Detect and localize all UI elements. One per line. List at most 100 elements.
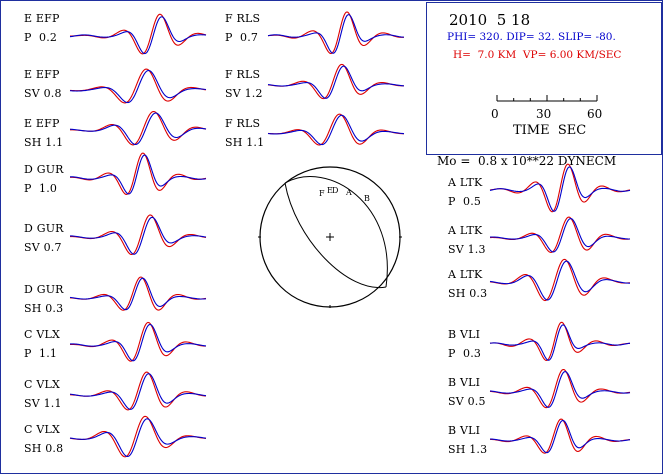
observed-waveform xyxy=(489,260,630,301)
waveform-pair xyxy=(69,415,207,458)
trace-component-label: SV 1.2 xyxy=(225,87,263,100)
waveform-pair xyxy=(69,276,207,311)
trace-component-label: SH 1.1 xyxy=(225,136,265,149)
synthetic-waveform xyxy=(267,63,405,100)
info-box: 2010 5 18 PHI= 320. DIP= 32. SLIP= -80. … xyxy=(426,2,662,155)
synthetic-waveform xyxy=(489,258,631,302)
station-mark-F: F xyxy=(319,189,325,198)
observed-waveform xyxy=(69,277,207,311)
synthetic-waveform xyxy=(69,415,207,458)
mechanism-params: PHI= 320. DIP= 32. SLIP= -80. xyxy=(447,31,616,43)
waveform-pair xyxy=(69,110,207,146)
synthetic-waveform xyxy=(69,13,207,55)
synthetic-waveform xyxy=(267,113,404,146)
trace-component-label: SH 1.1 xyxy=(24,136,64,149)
station-mark-E: E xyxy=(327,186,333,195)
observed-waveform xyxy=(69,69,207,104)
trace-component-label: SH 0.8 xyxy=(24,442,64,455)
synthetic-waveform xyxy=(69,214,207,256)
trace-station-label: F RLS xyxy=(225,68,261,81)
event-date: 2010 5 18 xyxy=(449,11,531,29)
synthetic-waveform xyxy=(267,11,405,55)
trace-component-label: SV 0.5 xyxy=(448,395,486,408)
waveform-pair xyxy=(489,216,631,254)
observed-waveform xyxy=(489,324,631,361)
waveform-pair xyxy=(69,152,207,195)
seismic-moment: Mo = 0.8 x 10**22 DYNECM xyxy=(437,154,617,168)
trace-station-label: C VLX xyxy=(24,378,60,391)
observed-waveform xyxy=(489,217,631,253)
waveform-pair xyxy=(69,68,207,104)
waveform-pair xyxy=(69,321,207,362)
trace-station-label: D GUR xyxy=(24,163,64,176)
time-axis-label: TIME SEC xyxy=(513,123,587,138)
synthetic-waveform xyxy=(69,68,207,104)
station-mark-A: A xyxy=(345,188,352,197)
waveform-pair xyxy=(489,163,631,213)
nodal-plane-2 xyxy=(284,176,388,288)
focal-mechanism-beachball: F E D A B xyxy=(258,166,402,308)
waveform-pair xyxy=(267,63,405,100)
trace-component-label: SH 1.3 xyxy=(448,443,488,456)
trace-component-label: P 0.5 xyxy=(448,195,482,208)
waveform-pair xyxy=(69,214,207,256)
waveform-pair xyxy=(489,368,631,409)
trace-component-label: P 0.2 xyxy=(24,31,58,44)
trace-station-label: D GUR xyxy=(24,222,64,235)
observed-waveform xyxy=(489,166,631,212)
observed-waveform xyxy=(267,114,405,146)
trace-component-label: SV 1.3 xyxy=(448,243,486,256)
trace-station-label: E EFP xyxy=(24,12,60,25)
waveform-pair xyxy=(489,321,631,361)
synthetic-waveform xyxy=(489,368,631,409)
observed-waveform xyxy=(69,112,207,146)
trace-station-label: B VLI xyxy=(448,376,481,389)
waveform-pair xyxy=(267,113,405,146)
observed-waveform xyxy=(69,373,207,410)
observed-waveform xyxy=(69,418,207,458)
trace-station-label: D GUR xyxy=(24,283,64,296)
trace-component-label: SV 0.8 xyxy=(24,87,62,100)
waveform-pair xyxy=(489,258,631,302)
synthetic-waveform xyxy=(69,276,207,311)
observed-waveform xyxy=(69,16,207,55)
trace-station-label: C VLX xyxy=(24,423,60,436)
waveform-pair xyxy=(267,11,405,55)
trace-station-label: B VLI xyxy=(448,424,481,437)
scale-tick-30: 30 xyxy=(536,107,552,121)
depth-velocity: H= 7.0 KM VP= 6.00 KM/SEC xyxy=(453,49,622,61)
observed-waveform xyxy=(489,419,631,454)
synthetic-waveform xyxy=(489,163,631,213)
observed-waveform xyxy=(489,370,631,408)
scale-tick-60: 60 xyxy=(587,107,603,121)
observed-waveform xyxy=(69,154,207,195)
trace-component-label: P 1.0 xyxy=(24,182,58,195)
trace-component-label: P 0.7 xyxy=(225,31,259,44)
trace-component-label: SH 0.3 xyxy=(24,302,64,315)
nodal-plane-1 xyxy=(284,182,387,289)
trace-component-label: P 1.1 xyxy=(24,347,58,360)
trace-station-label: B VLI xyxy=(448,328,481,341)
trace-station-label: A LTK xyxy=(448,224,483,237)
station-mark-B: B xyxy=(364,194,370,203)
trace-component-label: P 0.3 xyxy=(448,347,482,360)
waveform-pair xyxy=(489,418,631,454)
trace-station-label: A LTK xyxy=(448,268,483,281)
synthetic-waveform xyxy=(69,110,207,146)
synthetic-waveform xyxy=(489,216,631,254)
synthetic-waveform xyxy=(69,152,207,195)
trace-station-label: E EFP xyxy=(24,68,60,81)
trace-station-label: C VLX xyxy=(24,328,60,341)
waveform-pair xyxy=(69,13,207,55)
trace-component-label: SV 0.7 xyxy=(24,241,62,254)
trace-station-label: F RLS xyxy=(225,12,261,25)
scale-tick-0: 0 xyxy=(491,107,499,121)
observed-waveform xyxy=(267,14,405,54)
trace-station-label: A LTK xyxy=(448,176,483,189)
trace-component-label: SH 0.3 xyxy=(448,287,488,300)
observed-waveform xyxy=(69,323,207,362)
trace-station-label: E EFP xyxy=(24,117,60,130)
station-mark-D: D xyxy=(332,186,338,195)
time-scale-bar xyxy=(496,95,598,102)
